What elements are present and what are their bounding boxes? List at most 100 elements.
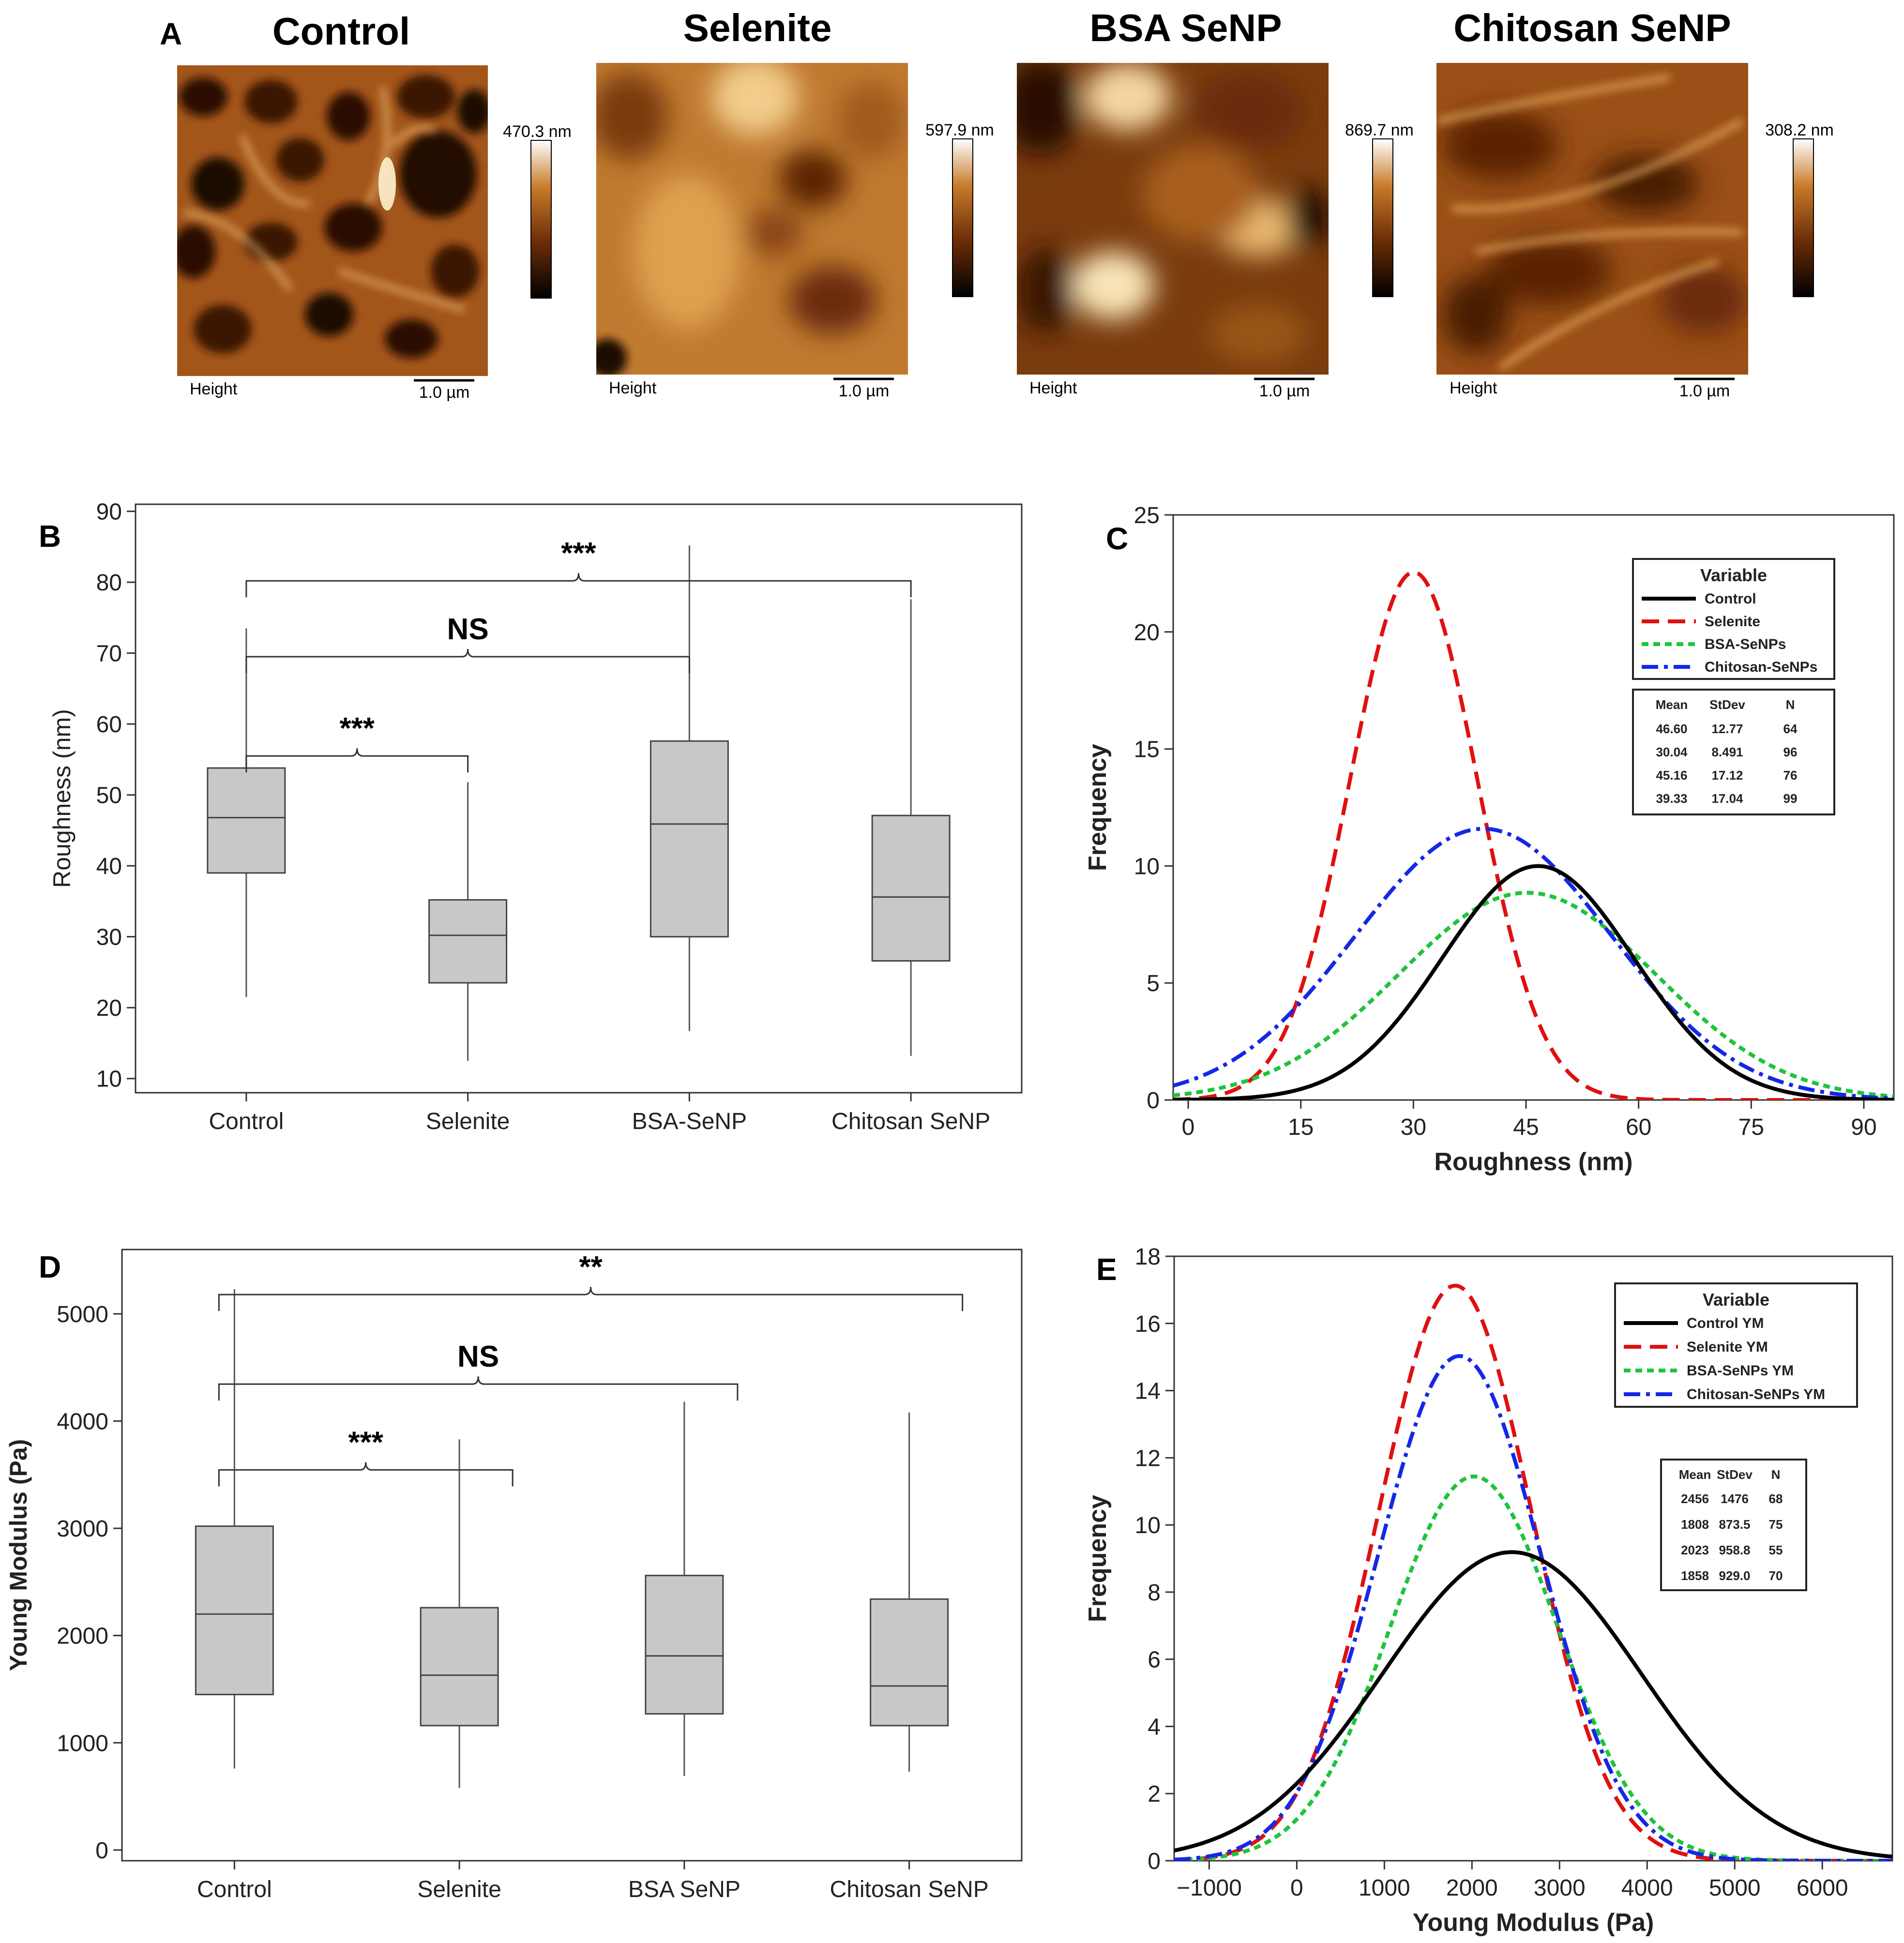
legend-entry: Selenite YM [1687, 1339, 1768, 1355]
legend-entry: Control [1705, 591, 1756, 607]
legend-title: Variable [1700, 565, 1767, 585]
significance-bracket [218, 1376, 739, 1401]
plot-frame [135, 503, 1023, 1094]
panel-a-afm-images: Control [177, 6, 1834, 402]
legend-entry: Chitosan-SeNPs [1705, 659, 1817, 675]
x-tick-label: 45 [1513, 1115, 1539, 1140]
y-tick-label: 25 [1134, 503, 1160, 528]
x-tick-label: 60 [1626, 1115, 1651, 1140]
legend-title: Variable [1703, 1290, 1769, 1310]
significance-label: *** [348, 1426, 384, 1459]
stats-cell: 873.5 [1719, 1517, 1750, 1532]
stats-table-box [1632, 689, 1835, 815]
y-tick-label: 0 [1147, 1088, 1160, 1114]
y-tick-label: 90 [96, 499, 122, 525]
stats-cell: 75 [1769, 1517, 1783, 1532]
y-tick-label: 4000 [57, 1409, 108, 1435]
afm-title-chitosan-senp: Chitosan SeNP [1453, 6, 1731, 49]
afm-image-control: Control [177, 10, 572, 402]
x-tick-label: 4000 [1621, 1875, 1673, 1901]
significance-label: ** [579, 1250, 603, 1284]
significance-bracket [245, 648, 690, 673]
afm-colorbar-chitosan-senp [1793, 138, 1814, 297]
box-iqr [428, 899, 508, 984]
x-tick-label: 0 [1290, 1875, 1303, 1901]
plot-frame [121, 1249, 1023, 1862]
y-axis-label: Frequency [1084, 1495, 1112, 1622]
afm-image-bsa-senp: BSA SeNP Height 1.0 µm 869.7 [1017, 6, 1414, 400]
legend-box [1632, 558, 1835, 680]
x-tick-label: 15 [1288, 1115, 1314, 1140]
box-iqr [870, 1598, 949, 1727]
afm-title-bsa-senp: BSA SeNP [1089, 6, 1282, 49]
significance-bracket [218, 1287, 964, 1311]
y-tick-label: 14 [1135, 1379, 1161, 1404]
panel-label-c: C [1106, 521, 1128, 556]
x-tick-label: Selenite [426, 1109, 510, 1134]
stats-cell: 64 [1783, 722, 1798, 736]
afm-scalebar-label-selenite: 1.0 µm [839, 382, 890, 400]
x-tick-label: BSA-SeNP [632, 1109, 747, 1134]
stats-header: Mean [1656, 697, 1688, 712]
y-axis-label: Frequency [1084, 744, 1112, 871]
x-tick-label: Chitosan SeNP [831, 1109, 990, 1134]
y-tick-label: 80 [96, 570, 122, 596]
significance-bracket [218, 1462, 514, 1487]
x-tick-label: Selenite [417, 1877, 501, 1902]
afm-scale-max-selenite: 597.9 nm [925, 121, 994, 139]
x-tick-label: 6000 [1797, 1875, 1848, 1901]
y-tick-label: 40 [96, 854, 122, 879]
stats-cell: 929.0 [1719, 1568, 1750, 1583]
afm-colorbar-bsa-senp [1372, 138, 1393, 297]
y-tick-label: 10 [1135, 1513, 1161, 1538]
stats-header: StDev [1709, 697, 1745, 712]
young-modulus-boxplot: 0 1000 2000 3000 4000 5000 Young Modulus (Pa) C… [5, 1249, 1023, 1902]
y-tick-label: 4 [1148, 1714, 1161, 1740]
x-axis-label: Young Modulus (Pa) [1413, 1909, 1654, 1937]
stats-cell: 958.8 [1719, 1543, 1750, 1557]
x-tick-label: 0 [1182, 1115, 1195, 1140]
x-tick-label: 75 [1738, 1115, 1764, 1140]
stats-cell: 1808 [1681, 1517, 1709, 1532]
afm-scale-max-bsa-senp: 869.7 nm [1345, 121, 1414, 139]
stats-cell: 2456 [1681, 1491, 1709, 1506]
stats-cell: 2023 [1681, 1543, 1709, 1557]
afm-colorbar-selenite [952, 138, 973, 297]
afm-scalebar-label-chitosan-senp: 1.0 µm [1679, 382, 1730, 400]
stats-header: StDev [1717, 1467, 1753, 1482]
y-tick-label: 8 [1148, 1580, 1161, 1606]
stats-header: Mean [1679, 1467, 1711, 1482]
box-iqr [420, 1607, 499, 1727]
panel-label-e: E [1096, 1252, 1117, 1287]
stats-cell: 46.60 [1656, 722, 1687, 736]
stats-cell: 99 [1783, 791, 1798, 806]
stats-cell: 70 [1769, 1568, 1783, 1583]
stats-cell: 17.12 [1711, 768, 1743, 783]
y-tick-label: 1000 [57, 1731, 108, 1756]
y-tick-label: 5 [1147, 971, 1160, 996]
x-tick-label: 2000 [1446, 1875, 1498, 1901]
afm-title-selenite: Selenite [683, 6, 832, 49]
afm-colorbar-control [530, 140, 552, 299]
stats-cell: 76 [1783, 768, 1798, 783]
y-tick-label: 16 [1135, 1311, 1161, 1337]
afm-scale-max-control: 470.3 nm [503, 122, 572, 141]
plot-frame [1172, 514, 1895, 1101]
y-tick-label: 0 [95, 1838, 108, 1864]
y-tick-label: 70 [96, 641, 122, 667]
x-tick-label: Chitosan SeNP [830, 1877, 989, 1902]
y-tick-label: 0 [1148, 1849, 1161, 1874]
y-tick-label: 12 [1135, 1446, 1161, 1471]
legend-entry: Control YM [1687, 1315, 1764, 1331]
x-tick-label: 3000 [1534, 1875, 1586, 1901]
stats-cell: 45.16 [1656, 768, 1687, 783]
y-tick-label: 60 [96, 712, 122, 738]
afm-channel-bsa-senp: Height [1029, 379, 1077, 397]
y-tick-label: 15 [1134, 737, 1160, 763]
series-line-control [1173, 864, 1894, 1100]
stats-header: N [1786, 697, 1795, 712]
y-axis-label: Roughness (nm) [48, 709, 76, 888]
legend-entry: Chitosan-SeNPs YM [1687, 1386, 1825, 1402]
